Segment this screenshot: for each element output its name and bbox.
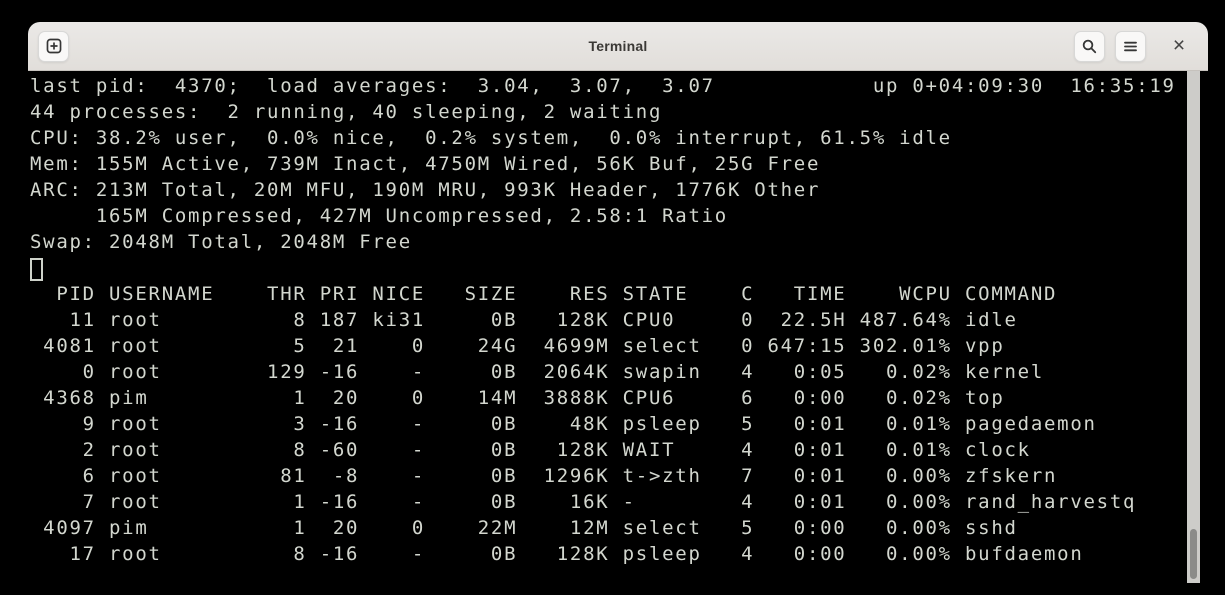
- window-title: Terminal: [588, 38, 648, 54]
- titlebar-actions: ×: [1074, 30, 1194, 62]
- process-row-line: 17 root 8 -16 - 0B 128K psleep 4 0:00 0.…: [30, 543, 1084, 565]
- process-row-line: 11 root 8 187 ki31 0B 128K CPU0 0 22.5H …: [30, 309, 1018, 331]
- process-row-line: 7 root 1 -16 - 0B 16K - 4 0:01 0.00% ran…: [30, 491, 1137, 513]
- process-row-line: 6 root 81 -8 - 0B 1296K t->zth 7 0:01 0.…: [30, 465, 1058, 487]
- process-row-line: 4081 root 5 21 0 24G 4699M select 0 647:…: [30, 335, 1005, 357]
- close-icon: ×: [1172, 34, 1186, 57]
- terminal-output: last pid: 4370; load averages: 3.04, 3.0…: [28, 71, 1208, 567]
- terminal-summary-line: CPU: 38.2% user, 0.0% nice, 0.2% system,…: [30, 127, 952, 149]
- new-tab-icon: [46, 38, 61, 54]
- process-row-line: 4368 pim 1 20 0 14M 3888K CPU6 6 0:00 0.…: [30, 387, 1005, 409]
- search-icon: [1082, 39, 1097, 53]
- terminal-summary-line: Mem: 155M Active, 739M Inact, 4750M Wire…: [30, 153, 821, 175]
- terminal-summary-line: Swap: 2048M Total, 2048M Free: [30, 231, 412, 253]
- scrollbar-thumb[interactable]: [1190, 529, 1197, 579]
- process-row-line: 4097 pim 1 20 0 22M 12M select 5 0:00 0.…: [30, 517, 1018, 539]
- terminal-summary-line: 44 processes: 2 running, 40 sleeping, 2 …: [30, 101, 663, 123]
- terminal-window: Terminal × last pid: 4370; load averages…: [28, 22, 1208, 583]
- terminal-summary-line: last pid: 4370; load averages: 3.04, 3.0…: [30, 75, 1176, 97]
- process-row-line: 2 root 8 -60 - 0B 128K WAIT 4 0:01 0.01%…: [30, 439, 1031, 461]
- terminal-screen[interactable]: last pid: 4370; load averages: 3.04, 3.0…: [28, 71, 1208, 583]
- menu-button[interactable]: [1115, 30, 1146, 62]
- terminal-summary-line: ARC: 213M Total, 20M MFU, 190M MRU, 993K…: [30, 179, 821, 201]
- process-row-line: 0 root 129 -16 - 0B 2064K swapin 4 0:05 …: [30, 361, 1045, 383]
- scrollbar-track[interactable]: [1187, 71, 1200, 583]
- new-tab-button[interactable]: [38, 30, 69, 62]
- search-button[interactable]: [1074, 30, 1105, 62]
- process-row-line: 9 root 3 -16 - 0B 48K psleep 5 0:01 0.01…: [30, 413, 1097, 435]
- process-table-header-line: PID USERNAME THR PRI NICE SIZE RES STATE…: [30, 283, 1058, 305]
- hamburger-menu-icon: [1124, 41, 1137, 51]
- titlebar: Terminal ×: [28, 22, 1208, 71]
- terminal-summary-line: 165M Compressed, 427M Uncompressed, 2.58…: [30, 205, 728, 227]
- terminal-cursor: [30, 257, 43, 281]
- terminal-cursor-line: [30, 255, 1208, 281]
- close-button[interactable]: ×: [1164, 31, 1194, 61]
